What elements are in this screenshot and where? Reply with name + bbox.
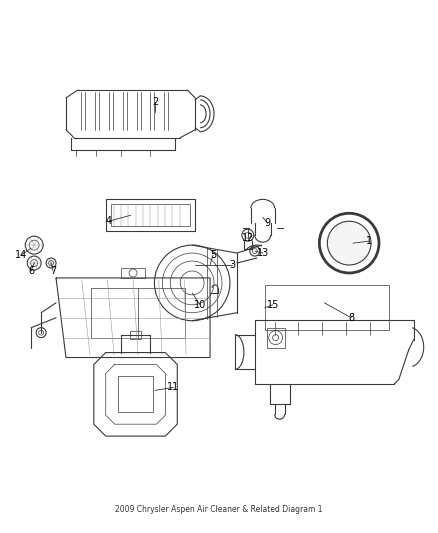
Circle shape — [327, 221, 371, 265]
Text: 12: 12 — [242, 233, 254, 243]
Text: 14: 14 — [15, 250, 28, 260]
Bar — [121, 268, 145, 278]
Text: 1: 1 — [366, 236, 372, 246]
Text: 9: 9 — [265, 218, 271, 228]
Text: 11: 11 — [167, 382, 180, 392]
Text: 15: 15 — [266, 300, 279, 310]
Text: 7: 7 — [50, 266, 56, 276]
Bar — [130, 330, 141, 338]
Text: 10: 10 — [194, 300, 206, 310]
Text: 5: 5 — [210, 250, 216, 260]
Text: 4: 4 — [106, 216, 112, 226]
Bar — [106, 199, 195, 231]
Bar — [111, 204, 190, 226]
Bar — [265, 285, 389, 330]
Text: 8: 8 — [348, 313, 354, 323]
Text: 2009 Chrysler Aspen Air Cleaner & Related Diagram 1: 2009 Chrysler Aspen Air Cleaner & Relate… — [115, 505, 323, 514]
Bar — [91, 288, 185, 337]
Text: 2: 2 — [152, 97, 159, 107]
Bar — [267, 328, 285, 348]
Text: 3: 3 — [229, 260, 235, 270]
Bar — [118, 376, 153, 412]
Text: 13: 13 — [257, 248, 269, 258]
Text: 6: 6 — [28, 266, 34, 276]
